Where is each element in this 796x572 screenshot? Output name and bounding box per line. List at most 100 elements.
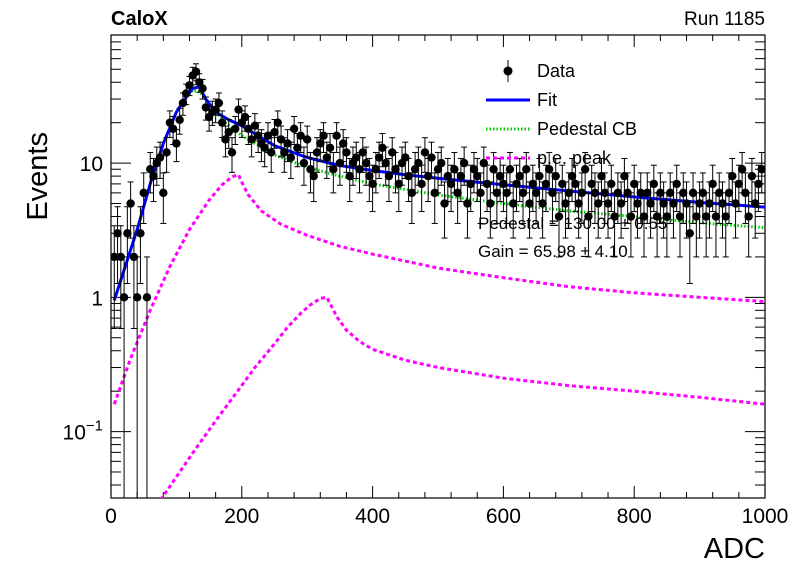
legend-label: Data [537, 61, 576, 81]
experiment-label: CaloX [111, 8, 168, 30]
data-point [728, 171, 737, 181]
data-point [747, 171, 757, 181]
data-point [365, 171, 374, 181]
data-point [505, 165, 515, 174]
data-point [329, 165, 338, 174]
data-point [116, 252, 126, 262]
data-point [221, 135, 230, 144]
data-point [273, 118, 282, 127]
data-point [407, 188, 417, 198]
data-point [224, 127, 233, 137]
data-point [652, 212, 662, 221]
legend: Data Fit Pedestal CB p.e. peak [486, 60, 637, 168]
data-point [731, 199, 740, 208]
data-point [322, 153, 332, 162]
data-point [564, 188, 573, 198]
data-point [139, 188, 148, 198]
data-point [227, 148, 237, 157]
data-point [404, 171, 413, 181]
p-e-peak-curve [112, 172, 765, 405]
x-tick-label: 400 [355, 505, 390, 528]
data-point [217, 118, 227, 127]
data-point [456, 171, 466, 181]
data-point [433, 165, 443, 174]
data-point [450, 165, 459, 174]
data-point [711, 212, 721, 221]
data-point [132, 293, 142, 302]
data-point [195, 78, 204, 87]
data-point [430, 188, 439, 198]
data-point [185, 81, 194, 90]
data-point [410, 165, 420, 174]
data-points [111, 63, 765, 498]
data-point [289, 124, 299, 134]
data-point [669, 199, 678, 208]
data-point [721, 212, 730, 221]
data-point [172, 139, 181, 148]
data-point [708, 179, 717, 189]
data-point [590, 188, 600, 198]
data-point [231, 124, 240, 134]
legend-label: Fit [537, 90, 557, 110]
data-point [155, 153, 165, 162]
p-e-peak-curve [160, 295, 765, 498]
data-point [512, 179, 521, 189]
data-point [473, 171, 482, 181]
data-point [541, 179, 551, 189]
data-point [394, 179, 403, 189]
data-point [437, 158, 446, 168]
data-point [381, 158, 390, 168]
legend-marker [503, 66, 513, 76]
data-point [446, 179, 456, 189]
data-point [384, 171, 394, 181]
data-point [580, 165, 590, 174]
data-point [374, 153, 384, 162]
data-point [701, 212, 711, 221]
data-point [633, 199, 642, 208]
data-point [306, 165, 315, 174]
data-point [136, 229, 145, 238]
data-point [639, 212, 649, 221]
data-point [561, 199, 570, 208]
data-point [744, 212, 753, 221]
data-point [391, 165, 400, 174]
data-point [214, 98, 224, 108]
data-point [319, 131, 328, 140]
x-tick-label: 800 [617, 505, 652, 528]
data-point [695, 199, 704, 208]
data-point [443, 171, 453, 181]
data-point [597, 171, 606, 181]
data-point [388, 148, 397, 157]
data-point [672, 179, 681, 189]
data-point [129, 252, 139, 262]
data-point [737, 165, 747, 174]
data-point [515, 171, 524, 181]
data-point [250, 121, 260, 130]
data-point [646, 199, 655, 208]
data-point [525, 199, 534, 208]
fit-result-gain: Gain = 65.98 ± 4.10 [478, 242, 628, 261]
data-point [649, 179, 659, 189]
data-point [463, 199, 472, 208]
data-point [495, 171, 505, 181]
data-point [466, 179, 475, 189]
data-point [162, 148, 171, 157]
data-point [165, 118, 175, 127]
data-point [734, 179, 744, 189]
data-point [528, 179, 538, 189]
data-point [682, 199, 691, 208]
data-point [142, 293, 152, 302]
data-point [111, 252, 119, 262]
data-point [286, 153, 296, 162]
data-point [345, 171, 354, 181]
data-point [636, 188, 645, 198]
data-point [244, 124, 253, 134]
data-point [338, 139, 348, 148]
data-point [754, 179, 763, 189]
data-point [401, 153, 410, 162]
data-point [123, 229, 132, 238]
data-point [607, 179, 616, 189]
data-point [159, 188, 168, 198]
data-point [750, 199, 760, 208]
